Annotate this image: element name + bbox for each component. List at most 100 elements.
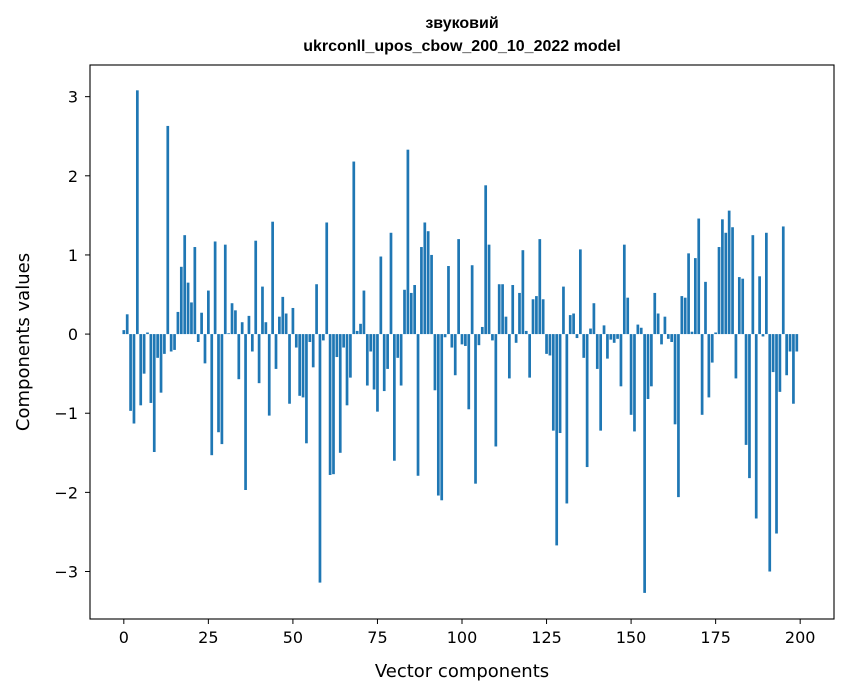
bar-74 bbox=[372, 334, 376, 390]
bar-129 bbox=[558, 334, 562, 434]
bar-82 bbox=[399, 334, 403, 386]
bar-98 bbox=[453, 334, 457, 376]
bar-131 bbox=[565, 334, 569, 504]
bar-121 bbox=[531, 299, 535, 335]
bar-151 bbox=[633, 334, 636, 432]
bar-199 bbox=[795, 334, 799, 352]
y-tick-label: −1 bbox=[54, 404, 78, 423]
bar-194 bbox=[778, 334, 782, 392]
bar-102 bbox=[467, 334, 471, 410]
bar-12 bbox=[163, 334, 166, 354]
bar-153 bbox=[639, 327, 643, 335]
bar-95 bbox=[443, 334, 447, 338]
bar-119 bbox=[524, 330, 528, 335]
bar-37 bbox=[247, 315, 251, 335]
bar-84 bbox=[406, 149, 410, 335]
bar-198 bbox=[792, 334, 795, 404]
bar-156 bbox=[650, 334, 653, 387]
x-tick-label: 150 bbox=[616, 628, 647, 647]
bar-86 bbox=[413, 285, 417, 335]
bars-group bbox=[122, 90, 799, 593]
bar-146 bbox=[616, 334, 619, 339]
bar-110 bbox=[494, 334, 498, 447]
bar-193 bbox=[775, 334, 778, 534]
x-tick-label: 75 bbox=[367, 628, 387, 647]
x-tick-label: 0 bbox=[119, 628, 129, 647]
bar-161 bbox=[666, 334, 670, 339]
bar-122 bbox=[535, 296, 538, 335]
bar-67 bbox=[349, 334, 352, 378]
bar-188 bbox=[758, 276, 761, 335]
bar-115 bbox=[511, 285, 515, 335]
bar-71 bbox=[362, 290, 366, 335]
bar-181 bbox=[734, 334, 738, 379]
bar-134 bbox=[575, 334, 579, 339]
bar-159 bbox=[660, 334, 663, 345]
bar-53 bbox=[301, 334, 305, 398]
bar-64 bbox=[338, 334, 342, 453]
bar-13 bbox=[166, 125, 170, 335]
bar-191 bbox=[768, 334, 772, 572]
bar-197 bbox=[788, 334, 792, 352]
bar-177 bbox=[721, 219, 724, 335]
y-axis-label: Components values bbox=[13, 253, 34, 431]
bar-137 bbox=[585, 334, 589, 468]
bar-78 bbox=[386, 334, 389, 369]
bar-49 bbox=[288, 334, 291, 404]
bar-70 bbox=[359, 323, 362, 335]
bar-10 bbox=[156, 334, 159, 358]
bar-21 bbox=[193, 247, 197, 335]
bar-27 bbox=[213, 241, 217, 335]
bar-57 bbox=[315, 284, 318, 335]
bar-50 bbox=[291, 307, 295, 335]
bar-90 bbox=[426, 231, 430, 335]
y-tick-label: 1 bbox=[68, 246, 78, 265]
bar-96 bbox=[447, 266, 450, 335]
y-tick-label: 0 bbox=[68, 325, 78, 344]
bar-160 bbox=[663, 316, 667, 335]
bar-25 bbox=[207, 290, 210, 335]
bar-132 bbox=[568, 315, 572, 335]
bar-173 bbox=[707, 334, 711, 398]
bar-59 bbox=[321, 334, 325, 341]
bar-18 bbox=[183, 235, 187, 335]
bar-61 bbox=[328, 334, 332, 475]
bar-62 bbox=[332, 334, 335, 475]
bar-179 bbox=[727, 210, 731, 335]
bar-20 bbox=[190, 302, 193, 335]
bar-47 bbox=[281, 296, 285, 335]
bar-83 bbox=[403, 289, 406, 335]
bar-133 bbox=[572, 313, 575, 335]
x-tick-label: 100 bbox=[447, 628, 478, 647]
bar-101 bbox=[464, 334, 467, 346]
x-tick-label: 25 bbox=[198, 628, 218, 647]
bar-26 bbox=[210, 334, 214, 456]
bar-99 bbox=[457, 239, 460, 335]
bar-174 bbox=[710, 334, 714, 363]
y-tick-label: 3 bbox=[68, 88, 78, 107]
bar-149 bbox=[626, 297, 630, 335]
bar-189 bbox=[761, 334, 765, 337]
bar-68 bbox=[352, 161, 356, 335]
bar-3 bbox=[132, 334, 136, 424]
bar-48 bbox=[284, 313, 288, 335]
bar-79 bbox=[389, 232, 393, 335]
bar-22 bbox=[196, 334, 200, 342]
bar-2 bbox=[129, 334, 132, 411]
bar-127 bbox=[551, 334, 555, 431]
bar-182 bbox=[737, 277, 741, 335]
bar-56 bbox=[311, 334, 315, 368]
bar-108 bbox=[487, 244, 491, 335]
bar-164 bbox=[677, 334, 680, 498]
bar-91 bbox=[430, 254, 433, 335]
x-axis-label: Vector components bbox=[375, 661, 549, 682]
bar-166 bbox=[683, 297, 687, 335]
bar-167 bbox=[687, 253, 690, 335]
bar-45 bbox=[274, 334, 278, 369]
bar-135 bbox=[579, 249, 582, 335]
bar-5 bbox=[139, 334, 143, 406]
bar-52 bbox=[298, 334, 302, 396]
x-tick-label: 200 bbox=[785, 628, 816, 647]
bar-185 bbox=[748, 334, 751, 479]
bar-24 bbox=[203, 334, 207, 364]
